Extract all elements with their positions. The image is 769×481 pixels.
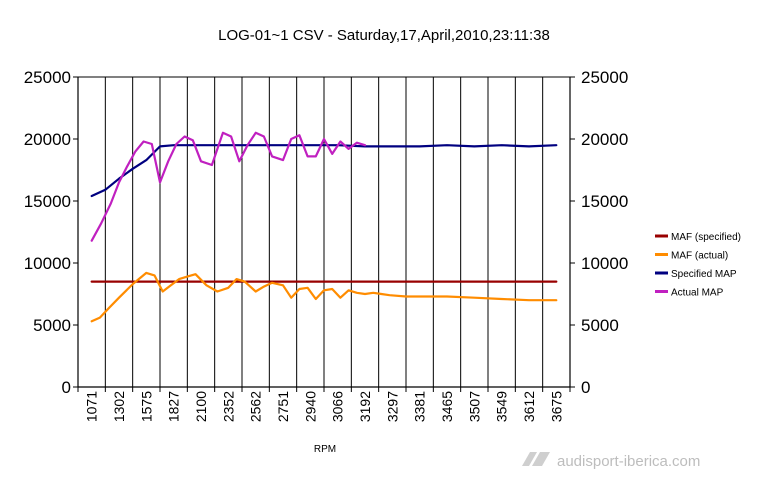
chart-title: LOG-01~1 CSV - Saturday,17,April,2010,23… <box>218 27 550 44</box>
legend-label: Specified MAP <box>671 269 737 280</box>
series-line <box>90 144 558 198</box>
x-tick-label: 2940 <box>302 391 318 422</box>
x-tick-label: 1575 <box>138 391 154 422</box>
grid <box>104 77 544 387</box>
y-tick-label-right: 15000 <box>581 192 628 211</box>
y-tick-label-right: 5000 <box>581 316 619 335</box>
y-tick-label-right: 0 <box>581 378 590 397</box>
x-tick-label: 1071 <box>84 391 100 422</box>
watermark: audisport-iberica.com <box>522 452 700 470</box>
x-tick-label: 2562 <box>248 391 264 422</box>
x-tick-label: 3066 <box>330 391 346 422</box>
watermark-text: audisport-iberica.com <box>557 453 700 470</box>
x-tick-label: 1827 <box>166 391 182 422</box>
x-tick-label: 3381 <box>412 391 428 422</box>
y-tick-label-right: 20000 <box>581 130 628 149</box>
tick-labels: 0 0 5000 5000 10000 10000 15000 15000 20000 20000… <box>24 68 629 422</box>
x-tick-label: 2100 <box>193 391 209 422</box>
y-tick-label-left: 20000 <box>24 130 71 149</box>
x-tick-label: 2352 <box>220 391 236 422</box>
y-tick-label-left: 25000 <box>24 68 71 87</box>
watermark-logo-icon <box>522 452 550 466</box>
y-tick-label-left: 15000 <box>24 192 71 211</box>
y-tick-label-right: 25000 <box>581 68 628 87</box>
x-tick-label: 3465 <box>439 391 455 422</box>
legend-label: Actual MAP <box>671 288 724 299</box>
legend-label: MAF (specified) <box>671 232 741 243</box>
y-tick-label-right: 10000 <box>581 254 628 273</box>
x-tick-label: 2751 <box>275 391 291 422</box>
y-tick-label-left: 5000 <box>33 316 71 335</box>
series-line <box>90 271 558 323</box>
legend-label: MAF (actual) <box>671 251 728 262</box>
series-lines <box>90 131 558 323</box>
x-tick-label: 3192 <box>357 391 373 422</box>
y-tick-label-left: 0 <box>62 378 71 397</box>
x-tick-label: 3507 <box>466 391 482 422</box>
axes <box>73 76 575 392</box>
x-axis-title: RPM <box>314 444 336 455</box>
x-tick-label: 1302 <box>111 391 127 422</box>
x-tick-label: 3675 <box>548 391 564 422</box>
series-line <box>90 131 367 242</box>
y-tick-label-left: 10000 <box>24 254 71 273</box>
x-tick-label: 3297 <box>384 391 400 422</box>
x-tick-label: 3612 <box>521 391 537 422</box>
legend: MAF (specified) MAF (actual) Specified MAP… <box>655 232 741 299</box>
x-tick-label: 3549 <box>494 391 510 422</box>
